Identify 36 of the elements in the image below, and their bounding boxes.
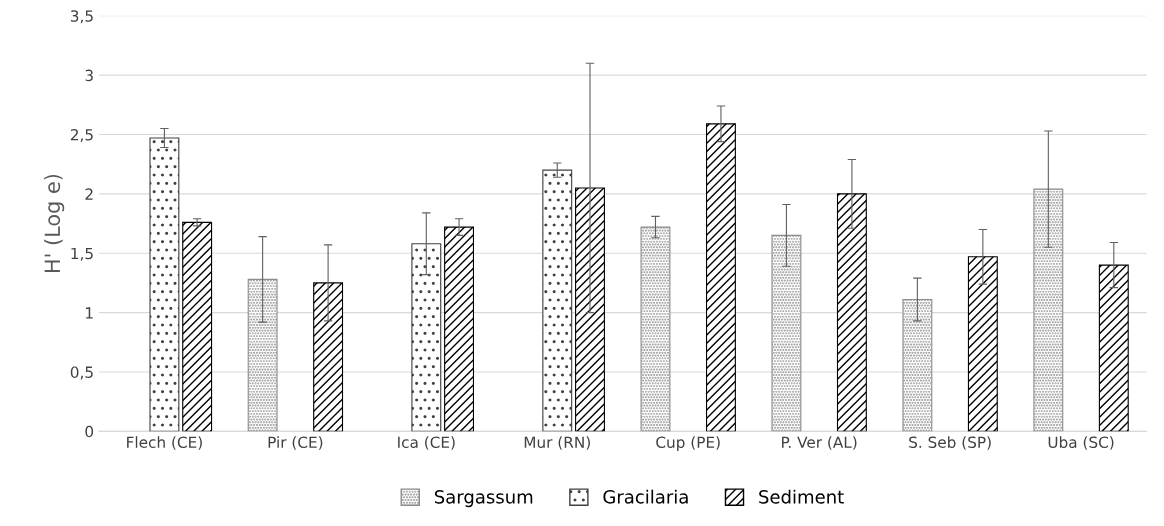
bar: [444, 226, 475, 432]
bar: [1098, 264, 1129, 432]
bar: [967, 256, 998, 432]
bar: [575, 187, 605, 432]
legend-label: Sediment: [759, 489, 844, 504]
x-tick-label: S. Seb (SP): [909, 436, 991, 450]
y-tick-label: 1: [86, 307, 93, 319]
bar: [182, 221, 213, 432]
x-tick-label: Uba (SC): [1048, 436, 1114, 450]
x-tick-label: Flech (CE): [127, 436, 202, 450]
bar: [542, 169, 573, 432]
y-tick-label: 1,5: [71, 247, 93, 261]
legend-label: Sargassum: [434, 489, 533, 508]
y-tick-label: 0: [85, 425, 94, 438]
x-tick-label: Cup (PE): [656, 436, 720, 451]
bar: [411, 243, 442, 432]
bar: [640, 226, 671, 432]
x-tick-label: Mur (RN): [524, 436, 590, 450]
x-tick-label: Ica (CE): [398, 436, 455, 450]
bar: [247, 278, 278, 432]
bar: [705, 123, 736, 432]
y-tick-label: 0,5: [70, 366, 93, 380]
bar: [902, 298, 933, 432]
y-tick-label: 3: [85, 69, 93, 82]
bar: [313, 282, 344, 432]
bar: [149, 137, 180, 432]
y-tick-label: 3,5: [70, 10, 93, 24]
x-tick-label: P. Ver (AL): [782, 436, 857, 450]
x-tick-label: Pir (CE): [268, 436, 323, 450]
y-tick-label: 2: [85, 188, 93, 200]
bar: [836, 193, 867, 432]
y-tick-label: 2,5: [70, 128, 93, 143]
legend-label: Gracilaria: [603, 489, 688, 504]
y-axis-title: H' (Log e): [44, 174, 65, 272]
bar: [771, 234, 802, 432]
bar: [1033, 188, 1064, 432]
